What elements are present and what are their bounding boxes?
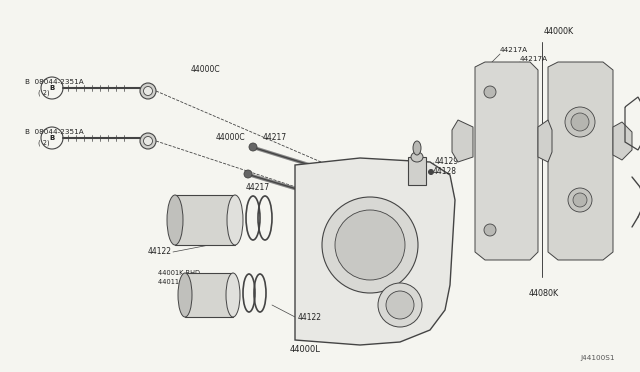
- Circle shape: [335, 210, 405, 280]
- Text: 44000C: 44000C: [190, 65, 220, 74]
- Ellipse shape: [413, 141, 421, 155]
- Polygon shape: [548, 62, 613, 260]
- Text: 44000K: 44000K: [544, 28, 574, 36]
- Text: 44128: 44128: [433, 167, 457, 176]
- Text: B: B: [49, 85, 54, 91]
- Circle shape: [244, 170, 252, 178]
- Text: 44000C: 44000C: [216, 134, 246, 142]
- Text: 44217: 44217: [263, 134, 287, 142]
- Text: 44011C LHD: 44011C LHD: [158, 279, 199, 285]
- Ellipse shape: [140, 133, 156, 149]
- Polygon shape: [452, 120, 473, 162]
- Ellipse shape: [411, 152, 423, 162]
- Text: 44122: 44122: [148, 247, 172, 257]
- Circle shape: [573, 193, 587, 207]
- Polygon shape: [475, 62, 538, 260]
- Ellipse shape: [227, 195, 243, 245]
- Text: 44217A: 44217A: [520, 56, 548, 62]
- Circle shape: [249, 143, 257, 151]
- Bar: [155, 152, 455, 347]
- Polygon shape: [295, 158, 455, 345]
- Text: 44122: 44122: [298, 314, 322, 323]
- Ellipse shape: [140, 83, 156, 99]
- Circle shape: [484, 86, 496, 98]
- Text: 44129: 44129: [435, 157, 459, 167]
- Text: B: B: [49, 135, 54, 141]
- Circle shape: [568, 188, 592, 212]
- Circle shape: [484, 224, 496, 236]
- Circle shape: [571, 113, 589, 131]
- Bar: [175, 195, 235, 245]
- Text: B  08044-2351A: B 08044-2351A: [25, 79, 84, 85]
- Circle shape: [429, 170, 433, 174]
- Ellipse shape: [226, 273, 240, 317]
- Circle shape: [322, 197, 418, 293]
- Text: 44217: 44217: [246, 183, 270, 192]
- Bar: [408, 157, 426, 185]
- Circle shape: [565, 107, 595, 137]
- Text: ( 2): ( 2): [38, 140, 50, 146]
- Text: ( 2): ( 2): [38, 90, 50, 96]
- Polygon shape: [613, 122, 632, 160]
- Text: 44080K: 44080K: [529, 289, 559, 298]
- Ellipse shape: [167, 195, 183, 245]
- Text: 44217A: 44217A: [500, 47, 528, 53]
- Bar: [185, 273, 233, 317]
- Text: 44000L: 44000L: [289, 346, 321, 355]
- Circle shape: [378, 283, 422, 327]
- Circle shape: [386, 291, 414, 319]
- Ellipse shape: [178, 273, 192, 317]
- Ellipse shape: [143, 87, 152, 96]
- Ellipse shape: [143, 137, 152, 145]
- Text: J44100S1: J44100S1: [580, 355, 615, 361]
- Text: 44001K RHD: 44001K RHD: [158, 270, 200, 276]
- Bar: [470, 42, 618, 277]
- Text: B  08044-2351A: B 08044-2351A: [25, 129, 84, 135]
- Polygon shape: [538, 120, 552, 162]
